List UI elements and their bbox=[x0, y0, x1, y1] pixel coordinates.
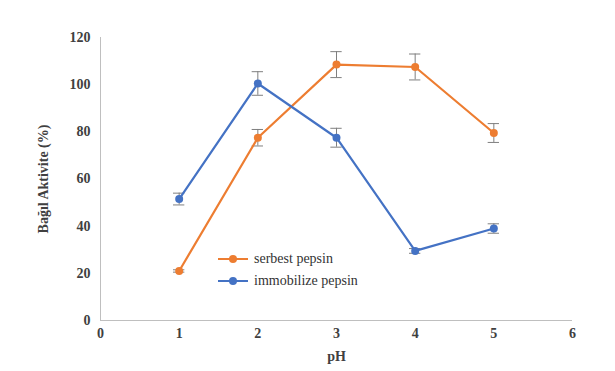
svg-text:2: 2 bbox=[254, 326, 261, 341]
svg-text:20: 20 bbox=[77, 266, 91, 281]
svg-text:40: 40 bbox=[77, 219, 91, 234]
svg-text:1: 1 bbox=[176, 326, 183, 341]
svg-text:4: 4 bbox=[412, 326, 419, 341]
svg-text:0: 0 bbox=[84, 313, 91, 328]
svg-text:60: 60 bbox=[77, 171, 91, 186]
html-text:serbest pepsin: serbest pepsin bbox=[254, 251, 333, 266]
svg-text:0: 0 bbox=[97, 326, 104, 341]
html-text:immobilize pepsin: immobilize pepsin bbox=[254, 273, 358, 288]
svg-text:pH: pH bbox=[327, 349, 346, 364]
svg-text:5: 5 bbox=[490, 326, 497, 341]
svg-text:3: 3 bbox=[333, 326, 340, 341]
svg-text:120: 120 bbox=[70, 30, 91, 45]
svg-text:80: 80 bbox=[77, 124, 91, 139]
svg-text:100: 100 bbox=[70, 77, 91, 92]
svg-text:6: 6 bbox=[569, 326, 576, 341]
svg-text:Bağıl Aktivite (%): Bağıl Aktivite (%) bbox=[36, 124, 52, 233]
